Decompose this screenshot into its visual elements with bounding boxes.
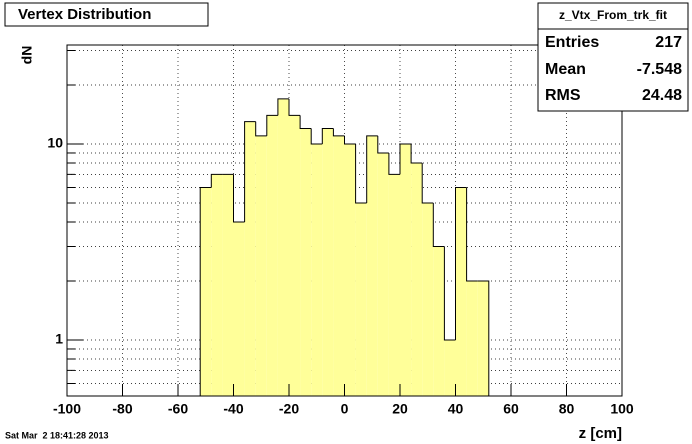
bar — [233, 222, 245, 396]
stats-value: 217 — [655, 34, 682, 51]
stats-label: Mean — [545, 61, 586, 78]
bar-outline — [388, 152, 400, 175]
x-tick-label: -20 — [279, 401, 299, 417]
stats-label: RMS — [545, 87, 581, 104]
stats-box — [537, 2, 689, 112]
title-box — [4, 2, 209, 27]
bar-outline — [277, 98, 289, 116]
x-tick-label: 0 — [341, 401, 349, 417]
bar-outline — [266, 114, 278, 136]
x-tick-label: 80 — [559, 401, 575, 417]
x-tick-label: -60 — [168, 401, 188, 417]
x-tick-label: 100 — [610, 401, 634, 417]
bar-outline — [344, 135, 356, 145]
bar-outline — [443, 246, 456, 341]
bar — [300, 128, 312, 396]
bar — [388, 174, 400, 396]
bar — [477, 281, 489, 396]
bar-outline — [332, 128, 345, 137]
chart-title: Vertex Distribution — [18, 6, 151, 23]
bar-outline — [199, 186, 212, 396]
bar — [377, 152, 389, 396]
bar-outline — [366, 135, 378, 204]
bar-outline — [466, 187, 478, 282]
bar — [422, 203, 434, 396]
bar — [344, 144, 356, 396]
bar — [455, 187, 467, 396]
y-axis-label: dN — [19, 46, 35, 65]
bar-outline — [432, 203, 445, 247]
bar — [400, 144, 412, 396]
x-tick-label: 60 — [503, 401, 519, 417]
bar-outline — [477, 280, 490, 396]
bar-outline — [321, 127, 334, 145]
x-tick-label: -40 — [223, 401, 243, 417]
bar-outline — [421, 163, 434, 204]
stats-value: 24.48 — [642, 87, 682, 104]
bar — [366, 135, 378, 396]
x-axis-label: z [cm] — [579, 425, 622, 442]
bar — [255, 135, 267, 396]
bar — [466, 281, 478, 396]
bar-outline — [210, 173, 223, 188]
bar — [333, 135, 345, 396]
bar — [222, 174, 234, 396]
bar-outline — [455, 186, 467, 341]
bar — [200, 187, 212, 396]
bar-outline — [355, 144, 367, 204]
y-tick-label: 10 — [47, 135, 63, 151]
bar-outline — [377, 135, 389, 154]
bar — [355, 203, 367, 396]
x-tick-label: -100 — [53, 401, 81, 417]
stats-label: Entries — [545, 34, 599, 51]
bar — [244, 121, 256, 396]
bar — [433, 246, 445, 396]
x-tick-label: 20 — [392, 401, 408, 417]
bar-outline — [399, 143, 412, 175]
bar — [411, 163, 423, 396]
bar — [266, 115, 278, 396]
timestamp: Sat Mar 2 18:41:28 2013 — [5, 430, 109, 440]
y-tick-label: 1 — [55, 331, 63, 347]
bar-outline — [310, 128, 323, 145]
bar-outline — [299, 115, 312, 129]
bar-outline — [410, 144, 423, 164]
bar-outline — [255, 121, 267, 137]
stats-value: -7.548 — [637, 61, 682, 78]
x-tick-label: 40 — [448, 401, 464, 417]
bar — [311, 144, 323, 396]
stats-name: z_Vtx_From_trk_fit — [559, 8, 667, 22]
bar — [277, 98, 289, 396]
bar-outline — [288, 98, 301, 116]
bar — [211, 174, 223, 396]
bar-outline — [233, 174, 245, 223]
bar-outline — [244, 121, 256, 223]
bar — [444, 340, 456, 396]
x-tick-label: -80 — [112, 401, 132, 417]
bar — [322, 128, 334, 396]
bar — [289, 115, 301, 396]
